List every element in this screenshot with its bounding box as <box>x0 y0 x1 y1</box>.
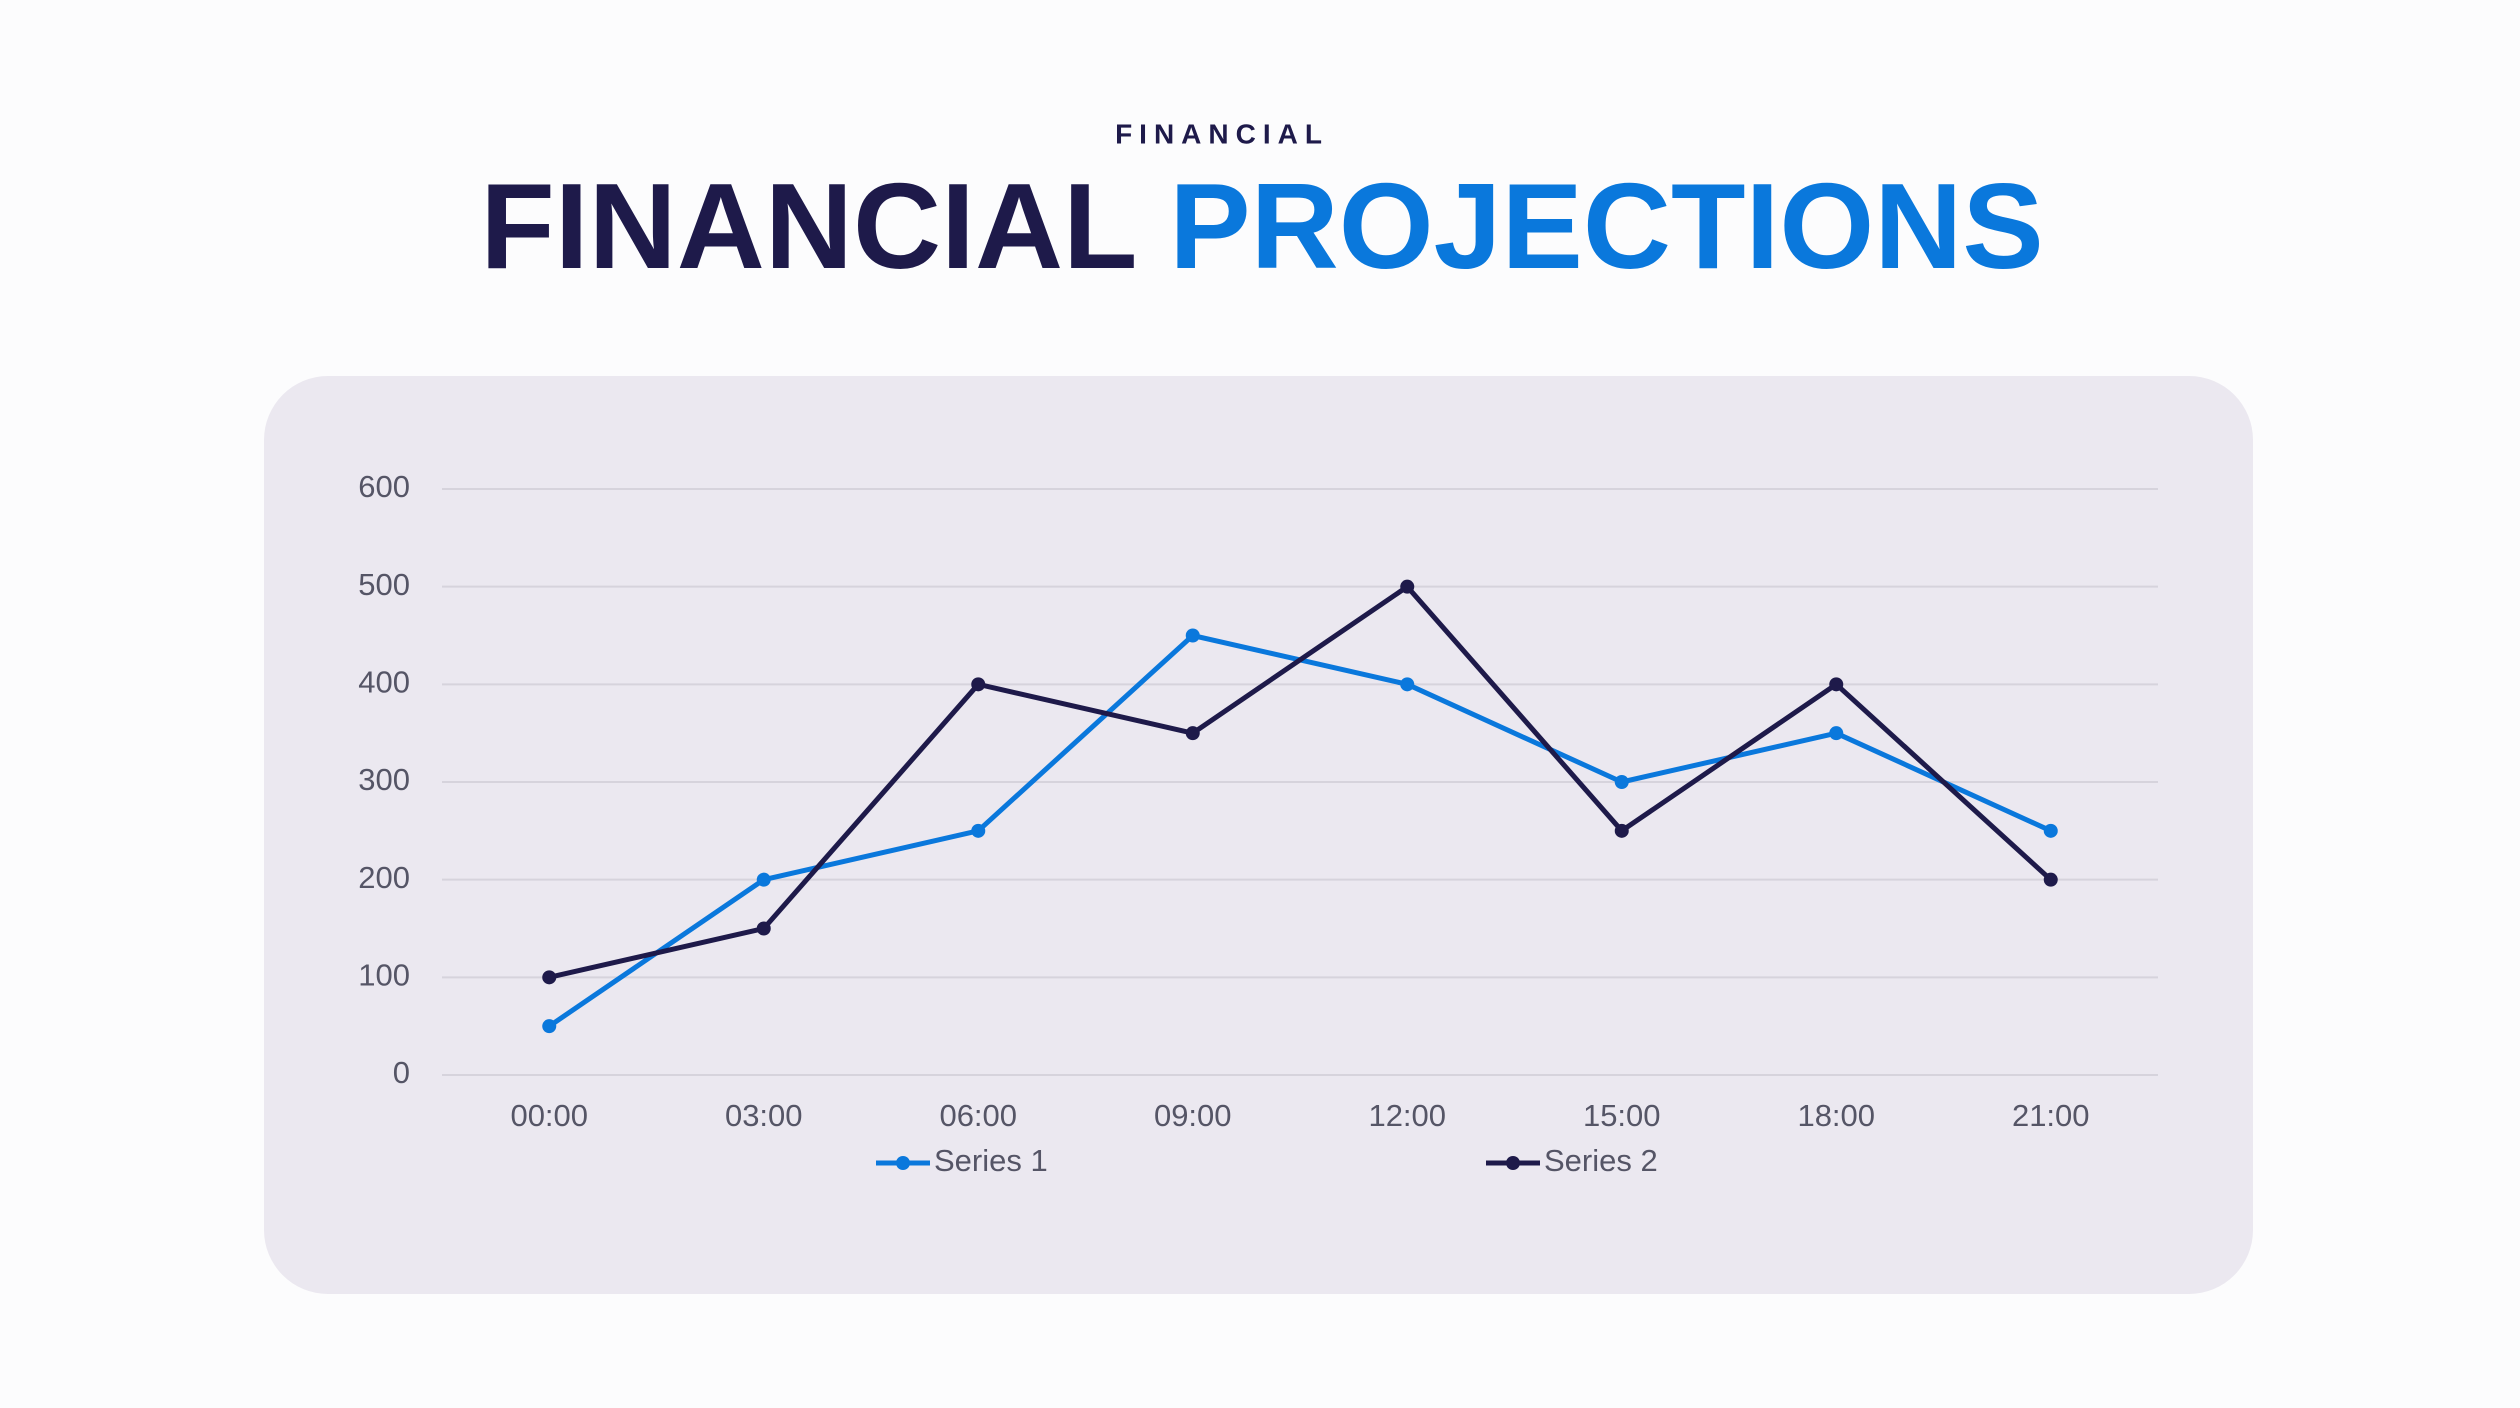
y-tick-label: 600 <box>358 469 410 504</box>
data-point <box>2043 823 2058 838</box>
data-point <box>756 921 771 936</box>
data-point <box>2043 872 2058 887</box>
x-tick-label: 21:00 <box>2012 1098 2090 1133</box>
x-tick-label: 00:00 <box>510 1098 588 1133</box>
y-tick-label: 0 <box>393 1055 410 1090</box>
data-point <box>1185 726 1200 741</box>
data-point <box>1829 677 1844 692</box>
data-point <box>1614 823 1629 838</box>
legend-marker <box>1506 1156 1520 1170</box>
legend-label: Series 2 <box>1544 1143 1658 1178</box>
x-tick-label: 15:00 <box>1583 1098 1661 1133</box>
data-point <box>971 677 986 692</box>
title-main: FINANCIAL <box>480 158 1135 294</box>
x-tick-label: 18:00 <box>1797 1098 1875 1133</box>
data-point <box>1185 628 1200 643</box>
y-tick-label: 500 <box>358 567 410 602</box>
title: FINANCIAL PROJECTIONS <box>480 158 2044 294</box>
legend-label: Series 1 <box>934 1143 1048 1178</box>
y-tick-label: 100 <box>358 958 410 993</box>
y-tick-label: 400 <box>358 665 410 700</box>
x-tick-label: 06:00 <box>939 1098 1017 1133</box>
kicker: FINANCIAL <box>1115 118 1329 149</box>
data-point <box>971 823 986 838</box>
legend-marker <box>896 1156 910 1170</box>
plot: 0 100 200 300 400 500 600 00:00 03:00 06:00 09:00 1… <box>358 469 2158 1178</box>
data-point <box>1829 726 1844 741</box>
x-tick-label: 09:00 <box>1154 1098 1232 1133</box>
data-point <box>542 1019 557 1034</box>
x-tick-label: 03:00 <box>725 1098 803 1133</box>
y-tick-label: 300 <box>358 762 410 797</box>
data-point <box>1614 775 1629 789</box>
y-tick-label: 200 <box>358 860 410 895</box>
data-point <box>756 872 771 887</box>
title-highlight: PROJECTIONS <box>1169 158 2044 294</box>
series-line <box>548 584 2053 980</box>
data-point <box>1400 677 1415 692</box>
data-point <box>1400 579 1415 594</box>
data-point <box>542 970 557 985</box>
chart-card <box>264 376 2253 1294</box>
x-tick-label: 12:00 <box>1368 1098 1446 1133</box>
